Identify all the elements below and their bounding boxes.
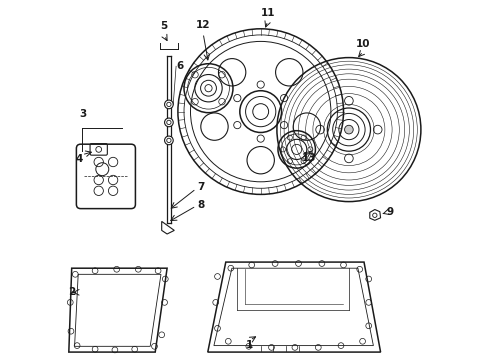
Text: 7: 7 [197,182,204,192]
Text: 5: 5 [160,21,167,31]
Text: 10: 10 [355,39,370,49]
Circle shape [164,100,173,109]
Text: 12: 12 [196,19,210,30]
Text: 13: 13 [302,153,316,163]
Text: 4: 4 [75,154,82,164]
Circle shape [164,118,173,127]
Text: 11: 11 [260,8,275,18]
Circle shape [164,136,173,145]
Text: 9: 9 [386,207,393,217]
Text: 8: 8 [197,200,204,210]
Circle shape [344,125,352,134]
Text: 6: 6 [176,60,183,71]
Text: 1: 1 [246,340,253,350]
Text: 2: 2 [68,287,75,297]
Text: 3: 3 [79,109,86,119]
